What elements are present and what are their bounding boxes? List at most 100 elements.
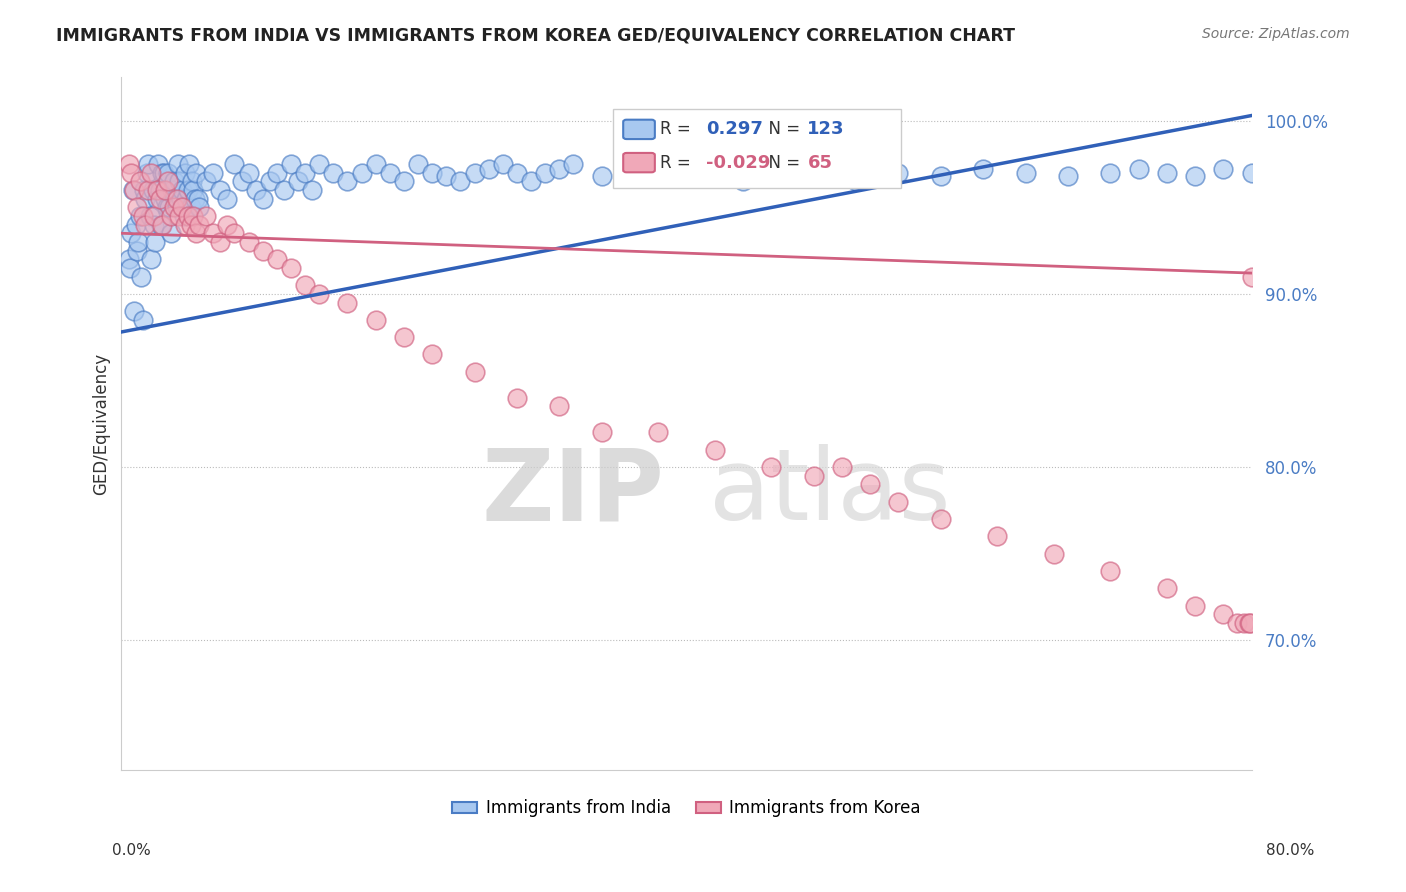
Point <box>149 192 172 206</box>
Point <box>1099 166 1122 180</box>
Text: 65: 65 <box>807 153 832 171</box>
Point <box>166 200 188 214</box>
Point <box>364 313 387 327</box>
Point <box>887 166 910 180</box>
Point <box>322 166 344 180</box>
Point <box>224 227 246 241</box>
Point <box>120 227 142 241</box>
Point <box>647 162 669 177</box>
Point <box>1128 162 1150 177</box>
Point <box>209 183 232 197</box>
Point <box>143 235 166 249</box>
FancyBboxPatch shape <box>613 109 901 188</box>
Point <box>266 166 288 180</box>
Point <box>172 200 194 214</box>
Point <box>122 183 145 197</box>
Point <box>245 183 267 197</box>
Point <box>188 218 211 232</box>
Point <box>259 174 281 188</box>
Point <box>155 183 177 197</box>
Point <box>1233 615 1256 630</box>
Point <box>308 157 330 171</box>
Point <box>173 209 195 223</box>
Point <box>301 183 323 197</box>
Point <box>1042 547 1064 561</box>
Point <box>155 192 177 206</box>
Text: ZIP: ZIP <box>481 444 664 541</box>
Point <box>157 174 180 188</box>
Point <box>1057 169 1080 183</box>
Point <box>184 192 207 206</box>
Point <box>145 192 167 206</box>
Point <box>169 174 191 188</box>
Point <box>273 183 295 197</box>
Point <box>478 162 501 177</box>
Point <box>136 157 159 171</box>
Point <box>134 192 156 206</box>
Point <box>761 169 783 183</box>
Point <box>287 174 309 188</box>
Point <box>859 477 882 491</box>
Point <box>121 183 143 197</box>
Point <box>128 174 150 188</box>
Point <box>176 192 198 206</box>
Point <box>1240 269 1263 284</box>
Point <box>392 330 415 344</box>
Point <box>180 218 202 232</box>
Point <box>183 183 205 197</box>
Point <box>139 252 162 267</box>
Point <box>703 166 725 180</box>
Point <box>350 166 373 180</box>
Point <box>172 183 194 197</box>
Point <box>392 174 415 188</box>
Point <box>180 200 202 214</box>
Point <box>195 174 218 188</box>
Point <box>118 260 141 275</box>
Point <box>156 200 179 214</box>
Point <box>177 183 200 197</box>
Point <box>188 200 211 214</box>
Text: 80.0%: 80.0% <box>1267 843 1315 858</box>
Point <box>252 192 274 206</box>
Point <box>675 169 697 183</box>
Text: 0.0%: 0.0% <box>112 843 152 858</box>
Point <box>183 209 205 223</box>
Point <box>145 183 167 197</box>
Point <box>280 260 302 275</box>
Point <box>217 218 239 232</box>
Point <box>972 162 994 177</box>
Point <box>1099 564 1122 578</box>
Point <box>160 227 183 241</box>
Point <box>186 166 208 180</box>
Point <box>364 157 387 171</box>
Point <box>187 192 209 206</box>
Point <box>135 166 157 180</box>
Point <box>177 209 200 223</box>
Point <box>703 442 725 457</box>
Point <box>492 157 515 171</box>
Point <box>125 200 148 214</box>
Point <box>506 391 529 405</box>
Point <box>181 174 204 188</box>
Point <box>120 166 142 180</box>
Point <box>336 174 359 188</box>
Point <box>520 174 543 188</box>
Point <box>174 218 197 232</box>
Point <box>280 157 302 171</box>
FancyBboxPatch shape <box>623 153 655 172</box>
Point <box>174 166 197 180</box>
Point <box>534 166 557 180</box>
Point <box>202 227 225 241</box>
Point <box>308 286 330 301</box>
Point <box>1156 581 1178 595</box>
Text: 123: 123 <box>807 120 845 138</box>
FancyBboxPatch shape <box>623 120 655 139</box>
Point <box>1184 169 1206 183</box>
Point <box>131 209 153 223</box>
Text: IMMIGRANTS FROM INDIA VS IMMIGRANTS FROM KOREA GED/EQUIVALENCY CORRELATION CHART: IMMIGRANTS FROM INDIA VS IMMIGRANTS FROM… <box>56 27 1015 45</box>
Point <box>231 174 253 188</box>
Point <box>141 183 163 197</box>
Point <box>209 235 232 249</box>
Point <box>406 157 429 171</box>
Point <box>138 209 160 223</box>
